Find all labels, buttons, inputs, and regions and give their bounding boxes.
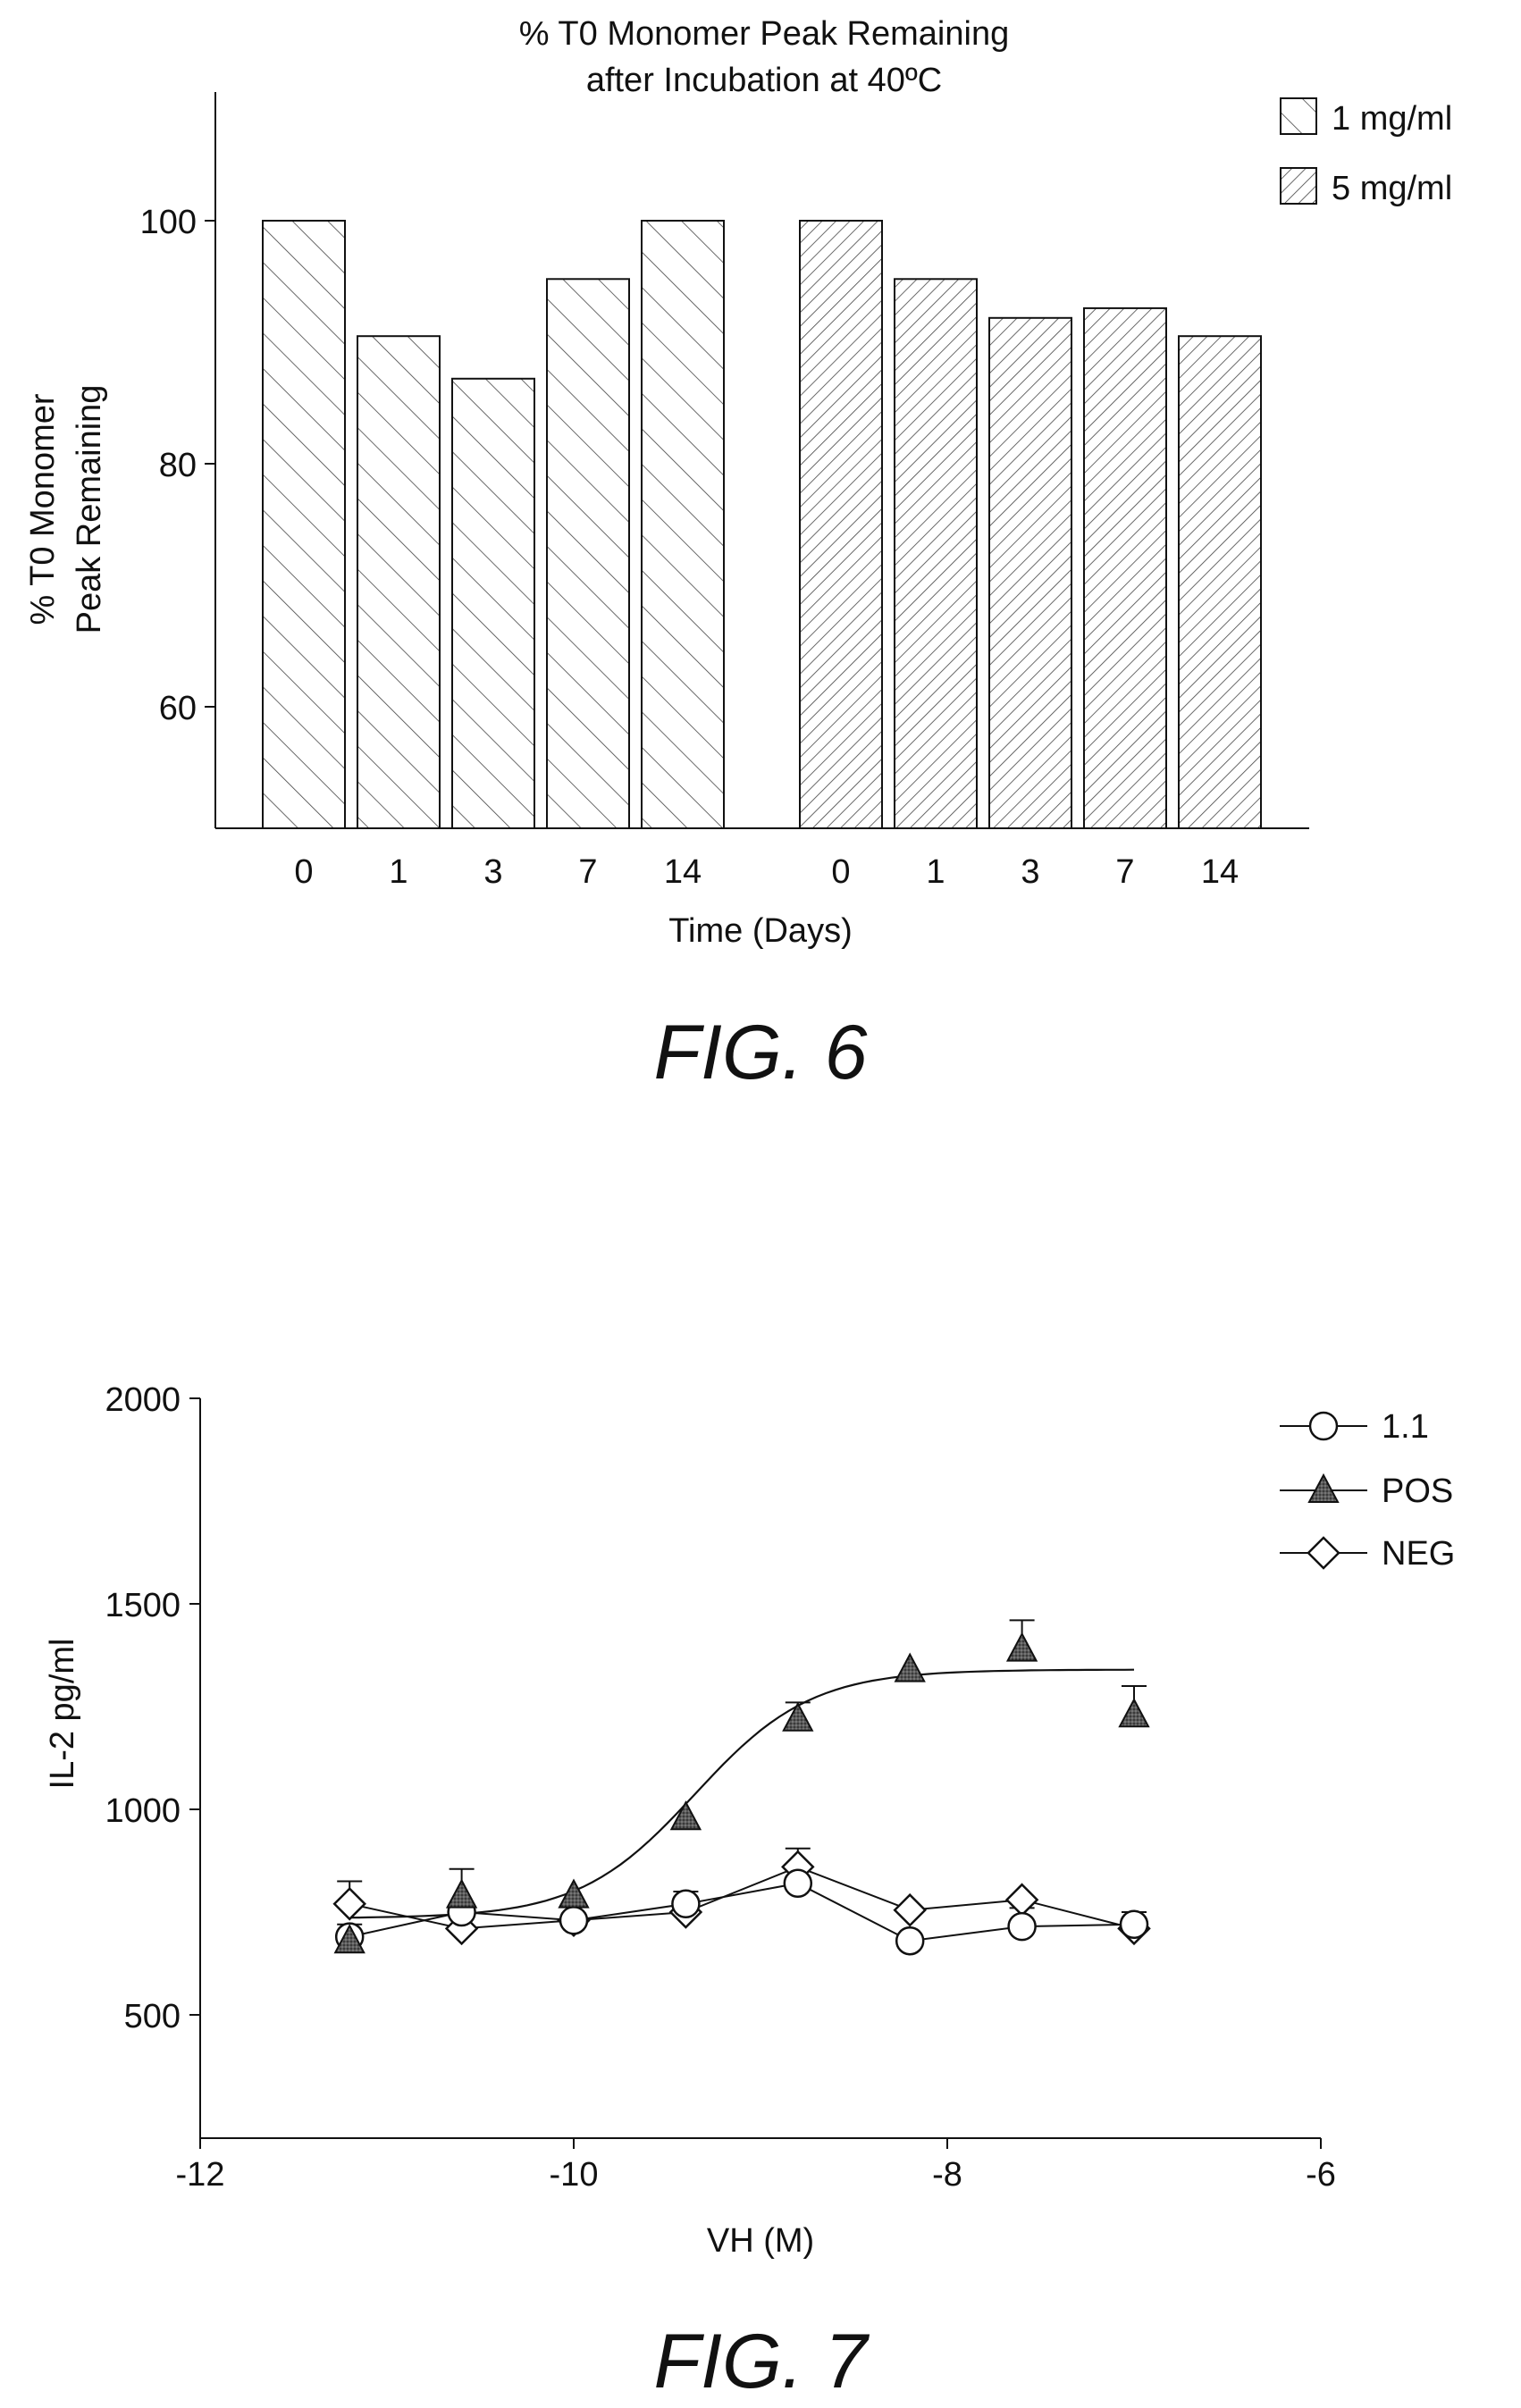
fig7-y-ticks: 500 1000 1500 2000 (105, 1381, 200, 2035)
fig7-point-pos (558, 1878, 590, 1909)
fig6-subtitle: after Incubation at 40ºC (586, 62, 942, 99)
fig6-ytick-100: 100 (140, 204, 215, 241)
fig7-xtick-label: -12 (176, 2156, 225, 2194)
fig7-legend-label: 1.1 (1382, 1408, 1429, 1446)
fig6-legend-item-1mg: 1 mg/ml (1280, 97, 1452, 138)
fig7-pos-fit-curve (349, 1668, 1135, 1919)
fig6-xtick-label: 14 (664, 853, 702, 891)
fig7-point-1-1 (895, 1926, 925, 1956)
fig7-ytick-label: 1500 (105, 1587, 181, 1624)
fig7-xtick-minus10: -10 (550, 2138, 599, 2194)
fig6-x-tick-labels: 0 1 3 7 14 0 1 3 7 14 (294, 853, 1239, 891)
fig7-legend-item-neg: NEG (1280, 1535, 1455, 1573)
fig6-bar-1mg-day-0 (262, 220, 346, 829)
fig7-ytick-label: 500 (124, 1998, 181, 2035)
fig6-legend-item-5mg: 5 mg/ml (1280, 167, 1452, 207)
fig7-ytick-1000: 1000 (105, 1792, 200, 1830)
fig6-y-label-line1: % T0 Monomer (24, 393, 62, 625)
fig6-xtick-label: 1 (926, 853, 945, 891)
fig7-line-1-1 (349, 1882, 1135, 1942)
fig6-legend-label: 5 mg/ml (1332, 170, 1452, 207)
fig7-xtick-label: -10 (550, 2156, 599, 2194)
fig7-point-pos (445, 1878, 478, 1909)
fig7-xtick-label: -8 (932, 2156, 962, 2194)
fig6-ytick-label: 100 (140, 204, 197, 241)
fig6-bar-5mg-day-7 (1083, 306, 1167, 830)
fig7-legend-item-pos: POS (1280, 1472, 1453, 1510)
fig7-ytick-500: 500 (124, 1998, 200, 2035)
fig6-xtick-label: 3 (1021, 853, 1039, 891)
fig6-bar-5mg-day-1 (894, 278, 978, 829)
fig7-point-1-1 (1119, 1909, 1149, 1940)
fig6-xtick-label: 7 (578, 853, 597, 891)
fig6-bar-5mg-day-3 (988, 316, 1072, 829)
fig6-legend-swatch (1280, 167, 1317, 205)
fig6-legend-label: 1 mg/ml (1332, 100, 1452, 138)
fig6-bar-5mg-day-14 (1178, 335, 1262, 829)
fig6-x-axis-label: Time (Days) (668, 912, 852, 950)
fig7-point-pos (782, 1701, 814, 1732)
fig7-line-neg (349, 1866, 1135, 1930)
fig6-y-axis-label: % T0 Monomer Peak Remaining (24, 385, 108, 634)
fig7-point-1-1 (1007, 1911, 1037, 1942)
fig6-xtick-label: 1 (389, 853, 408, 891)
fig7-legend: 1.1 POS NEG (1280, 1408, 1455, 1573)
fig6-xtick-label: 0 (294, 853, 313, 891)
fig7-point-pos (333, 1924, 366, 1954)
fig6-ytick-label: 60 (159, 690, 197, 727)
fig7-point-1-1 (671, 1889, 701, 1919)
fig7-legend-marker-triangle (1307, 1472, 1340, 1503)
fig6-caption: FIG. 6 (654, 1010, 868, 1095)
fig7-legend-marker-circle (1308, 1411, 1339, 1441)
fig6-xtick-label: 3 (483, 853, 502, 891)
fig7-xtick-minus12: -12 (176, 2138, 225, 2194)
fig7-dose-response-chart: IL-2 pg/ml 500 1000 1500 2000 (44, 1381, 1455, 2260)
fig7-ytick-1500: 1500 (105, 1587, 200, 1624)
fig6-xtick-label: 7 (1115, 853, 1134, 891)
fig7-legend-marker-diamond (1307, 1536, 1340, 1570)
fig7-x-axis-label: VH (M) (707, 2222, 814, 2260)
fig7-ytick-2000: 2000 (105, 1381, 200, 1419)
fig7-point-neg (893, 1892, 927, 1927)
fig6-xtick-label: 14 (1201, 853, 1239, 891)
fig7-legend-item-1-1: 1.1 (1280, 1408, 1429, 1446)
fig7-point-pos (669, 1800, 702, 1831)
fig7-x-ticks: -12 -10 -8 -6 (176, 2138, 1336, 2194)
fig7-point-1-1 (559, 1905, 589, 1935)
fig6-bar-1mg-day-1 (357, 335, 441, 829)
fig6-legend: 1 mg/ml 5 mg/ml (1280, 97, 1452, 207)
fig6-y-label-line2: Peak Remaining (71, 385, 108, 634)
fig6-y-ticks: 60 80 100 (140, 204, 215, 727)
fig6-bar-1mg-day-14 (641, 220, 725, 829)
fig7-y-axis-label: IL-2 pg/ml (44, 1639, 81, 1790)
fig7-point-neg (332, 1887, 366, 1921)
fig7-xtick-minus6: -6 (1306, 2138, 1336, 2194)
fig7-xtick-label: -6 (1306, 2156, 1336, 2194)
fig7-legend-label: NEG (1382, 1535, 1455, 1573)
fig7-caption: FIG. 7 (654, 2319, 870, 2404)
fig7-plot-area (332, 1619, 1151, 1956)
fig7-point-1-1 (783, 1868, 813, 1899)
fig6-xtick-label: 0 (831, 853, 850, 891)
fig6-bar-1mg-day-3 (451, 377, 535, 829)
fig7-legend-label: POS (1382, 1472, 1453, 1510)
fig7-xtick-minus8: -8 (932, 2138, 962, 2194)
fig7-point-neg (1004, 1883, 1039, 1917)
fig7-point-pos (1005, 1632, 1038, 1662)
fig6-ytick-label: 80 (159, 447, 197, 484)
fig6-bar-5mg-day-0 (799, 220, 883, 829)
fig6-bars (262, 220, 1262, 830)
fig7-ytick-label: 1000 (105, 1792, 181, 1830)
fig7-point-pos (1118, 1698, 1150, 1728)
fig6-bar-1mg-day-7 (546, 278, 630, 829)
fig7-point-pos (894, 1652, 926, 1682)
fig7-ytick-label: 2000 (105, 1381, 181, 1419)
fig6-ytick-60: 60 (159, 690, 215, 727)
fig6-legend-swatch (1280, 97, 1317, 135)
fig6-title: % T0 Monomer Peak Remaining (519, 15, 1009, 53)
fig6-ytick-80: 80 (159, 447, 215, 484)
fig6-bar-chart: % T0 Monomer Peak Remaining after Incuba… (24, 15, 1452, 950)
